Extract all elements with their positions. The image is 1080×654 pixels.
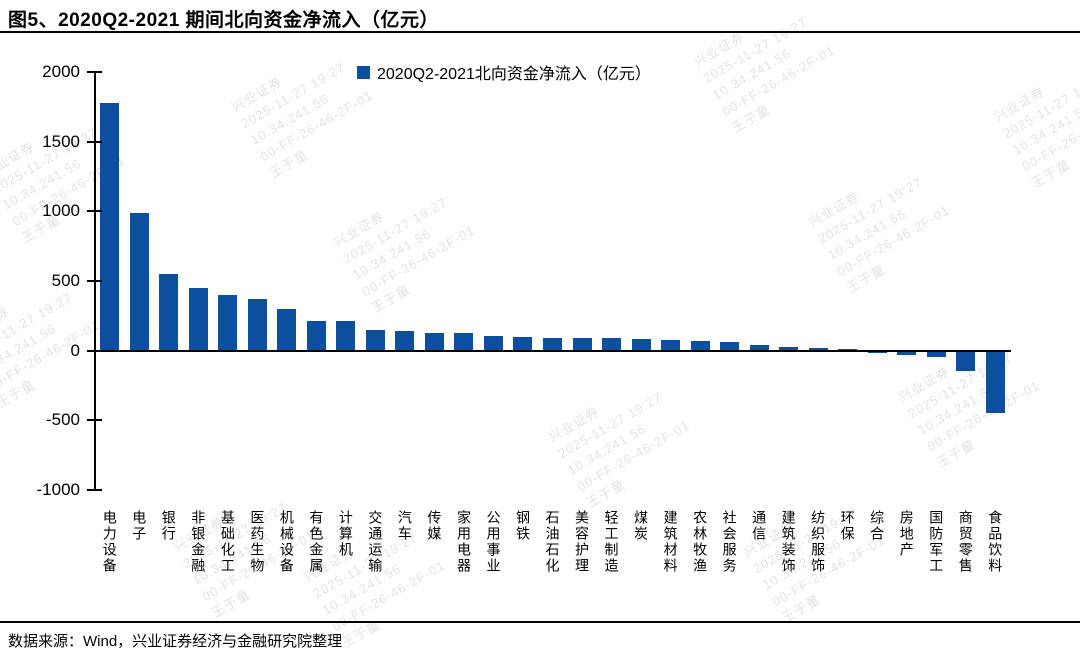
y-axis-tick-label: 1000 [42,201,80,221]
bar [277,308,297,350]
bar [720,342,740,350]
x-axis-label: 煤炭 [633,510,650,542]
chart-legend: 2020Q2-2021北向资金净流入（亿元） [357,60,651,84]
bar [602,338,622,350]
y-axis-tick-label: 500 [51,271,80,290]
x-axis-label: 基础化工 [219,510,236,574]
x-axis-label: 房地产 [898,510,915,558]
x-axis-label: 社会服务 [721,510,738,574]
bar [926,351,946,357]
x-axis-label: 家用电器 [455,510,472,574]
bar [572,337,592,350]
bar [897,351,917,355]
x-axis-label: 电子 [131,510,148,542]
y-axis-tick [87,71,102,73]
bar [454,333,474,350]
x-axis-label: 建筑装饰 [780,510,797,574]
x-axis-label: 轻工制造 [603,510,620,574]
bar [631,338,651,350]
y-axis-tick-label: 1500 [42,131,80,151]
x-axis-line [94,349,1011,352]
bar [985,351,1005,413]
y-axis-tick [87,419,102,422]
x-axis-label: 国防军工 [928,510,945,574]
bar [513,337,533,350]
y-axis-tick [87,140,102,143]
footer-divider [0,621,1080,623]
bar [956,351,976,371]
bar [424,333,444,350]
x-axis-label: 通信 [751,510,768,542]
x-axis-label: 钢铁 [514,510,531,542]
bar [100,102,120,350]
bar [218,294,238,350]
bar [779,347,799,350]
bar [867,351,887,354]
bar [483,336,503,350]
bar [336,321,356,350]
x-axis-label: 纺织服饰 [810,510,827,574]
x-axis-label: 公用事业 [485,510,502,574]
x-axis-label: 银行 [160,510,177,542]
chart-title: 图5、2020Q2-2021 期间北向资金净流入（亿元） [8,10,440,31]
bar [749,345,769,350]
y-axis-tick [87,489,102,491]
data-source-note: 数据来源：Wind，兴业证券经济与金融研究院整理 [8,633,343,650]
y-axis-tick-label: 0 [70,340,80,360]
x-axis-label: 环保 [839,510,856,542]
x-axis-label: 传媒 [426,510,443,542]
legend-label: 2020Q2-2021北向资金净流入（亿元） [377,66,651,83]
x-axis-label: 计算机 [337,510,354,558]
bar [306,320,326,350]
bar [661,340,681,350]
bar [543,338,562,350]
y-axis-tick-label: -500 [45,410,80,430]
x-axis-label: 交通运输 [367,510,384,574]
x-axis-label: 非银金融 [190,510,207,574]
bar [395,330,415,350]
y-axis-tick [87,280,102,282]
x-axis-label: 汽车 [396,510,413,542]
x-axis-label: 机械设备 [278,510,295,574]
title-divider [0,31,1080,33]
x-axis-label: 美容护理 [574,510,591,574]
x-axis-label: 石油石化 [544,510,561,574]
x-axis-label: 商贸零售 [957,510,974,574]
x-axis-label: 有色金属 [308,510,325,574]
x-axis-label: 农林牧渔 [692,510,709,574]
x-axis-label: 电力设备 [101,510,118,574]
x-axis-label: 食品饮料 [987,510,1004,574]
y-axis-tick [87,210,102,213]
bar [365,330,385,350]
bar [129,213,149,350]
x-axis-label: 综合 [869,510,886,542]
bar [159,274,179,350]
legend-swatch-icon [357,65,370,79]
bar [247,299,267,350]
bar [188,287,208,350]
y-axis-tick-label: 2000 [42,62,80,81]
bar [808,347,828,350]
x-axis-label: 建筑材料 [662,510,679,574]
y-axis-tick-label: -1000 [36,480,80,499]
bar [690,340,710,350]
x-axis-label: 医药生物 [249,510,266,574]
